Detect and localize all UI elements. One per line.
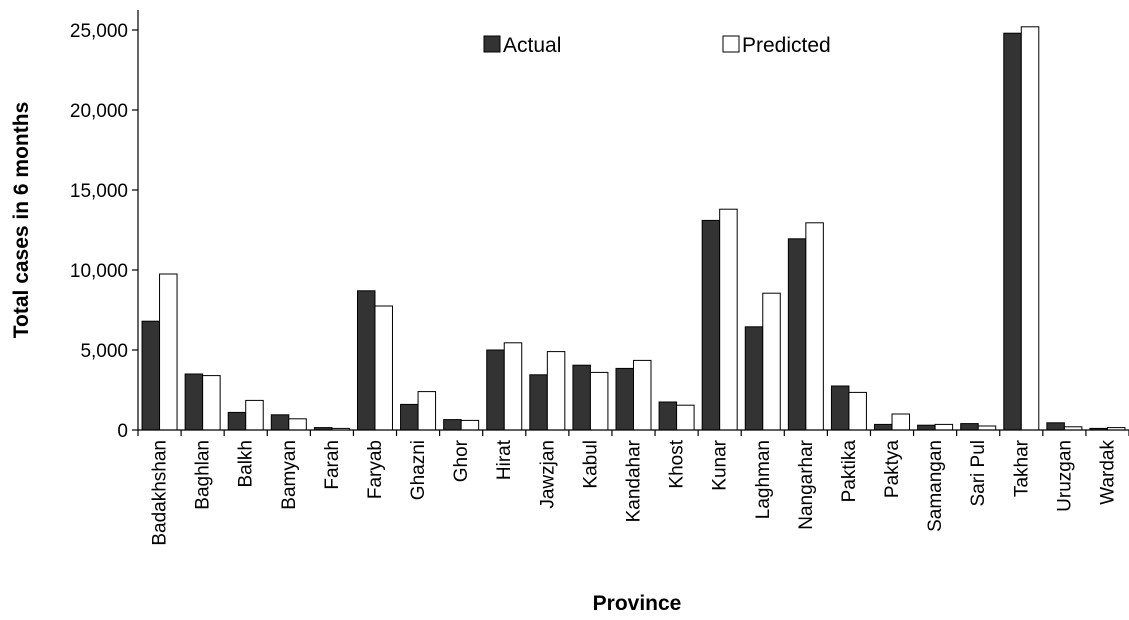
y-ticks-layer: 0 5,000 10,000 15,000 20,000 25,000 [70, 21, 138, 442]
bar-predicted [589, 371, 609, 431]
bar-actual [917, 424, 936, 431]
x-tick-label: Jawzjan [537, 440, 558, 509]
bar-predicted [374, 305, 393, 431]
y-tick-label: 10,000 [70, 261, 128, 282]
bar-actual [356, 290, 376, 431]
bar-actual [701, 219, 721, 431]
bar-actual [787, 238, 807, 431]
x-tick-label: Khost [667, 439, 688, 488]
y-tick-label: 25,000 [70, 21, 128, 42]
x-ticks-layer: Badakhshan Baghlan Balkh Bamyan Farah Faryab G… [137, 430, 1129, 546]
x-tick-label: Paktika [839, 440, 860, 503]
x-tick-label: Farah [322, 440, 343, 490]
bar-predicted [546, 351, 566, 431]
x-tick-label: Kabul [580, 440, 601, 489]
x-tick-label: Ghazni [408, 440, 429, 500]
y-axis-title: Total cases in 6 months [10, 102, 33, 339]
bar-predicted [1020, 26, 1040, 431]
bar-actual [184, 373, 204, 431]
bar-predicted [633, 359, 652, 431]
x-tick-label: Baghlan [193, 440, 214, 510]
x-tick-label: Nangarhar [796, 439, 817, 529]
x-tick-label: Samangan [925, 440, 946, 532]
bar-predicted [848, 391, 867, 431]
bar-predicted [762, 292, 781, 431]
bar-actual [486, 349, 505, 431]
x-tick-label: Sari Pul [968, 440, 989, 507]
legend-label-predicted: Predicted [742, 34, 831, 57]
bar-predicted [503, 342, 523, 431]
bar-actual [270, 414, 290, 431]
y-tick-label: 5,000 [80, 341, 128, 362]
legend-swatch-predicted [722, 35, 740, 53]
bar-predicted [719, 208, 738, 431]
x-tick-label: Paktya [882, 440, 903, 499]
bar-actual [1003, 32, 1022, 431]
x-tick-label: Bamyan [279, 440, 300, 510]
bar-predicted [245, 399, 264, 431]
bar-actual [227, 411, 247, 431]
bar-actual [443, 419, 462, 431]
bar-predicted [805, 222, 824, 431]
bar-predicted [288, 418, 307, 431]
bar-actual [529, 374, 548, 431]
bar-actual [615, 367, 634, 431]
bar-predicted [891, 413, 911, 431]
bar-actual [744, 326, 764, 431]
bar-predicted [159, 273, 178, 431]
bar-actual [874, 423, 893, 431]
x-tick-label: Takhar [1011, 439, 1032, 497]
x-tick-label: Hirat [494, 439, 515, 480]
bar-actual [141, 320, 161, 431]
x-tick-label: Wardak [1097, 440, 1118, 505]
y-tick-label: 20,000 [70, 101, 128, 122]
y-tick-label: 15,000 [70, 181, 128, 202]
bars-layer [141, 26, 1126, 431]
bar-actual [400, 403, 419, 431]
x-tick-label: Faryab [365, 440, 386, 499]
y-axis-title-group: Total cases in 6 months [10, 102, 33, 339]
x-tick-label: Uruzgan [1054, 440, 1075, 512]
bar-actual [572, 364, 591, 431]
bar-predicted [417, 391, 437, 431]
bar-predicted [460, 419, 480, 431]
bar-predicted [934, 423, 954, 431]
x-tick-label: Kandahar [624, 439, 645, 522]
x-tick-label: Balkh [236, 440, 257, 488]
bar-actual [1046, 422, 1065, 431]
x-tick-label: Badakhshan [150, 440, 171, 546]
legend: Actual Predicted [483, 34, 831, 57]
bar-actual [658, 401, 678, 431]
legend-label-actual: Actual [503, 34, 561, 57]
x-axis-title: Province [593, 592, 682, 615]
bar-predicted [676, 404, 695, 431]
bar-actual [960, 423, 979, 431]
x-tick-label: Laghman [753, 440, 774, 519]
y-tick-label: 0 [117, 421, 128, 442]
bar-actual [830, 385, 850, 431]
legend-swatch-actual [483, 35, 501, 53]
bar-predicted [202, 375, 221, 431]
x-tick-label: Ghor [451, 439, 472, 482]
x-tick-label: Kunar [710, 439, 731, 490]
